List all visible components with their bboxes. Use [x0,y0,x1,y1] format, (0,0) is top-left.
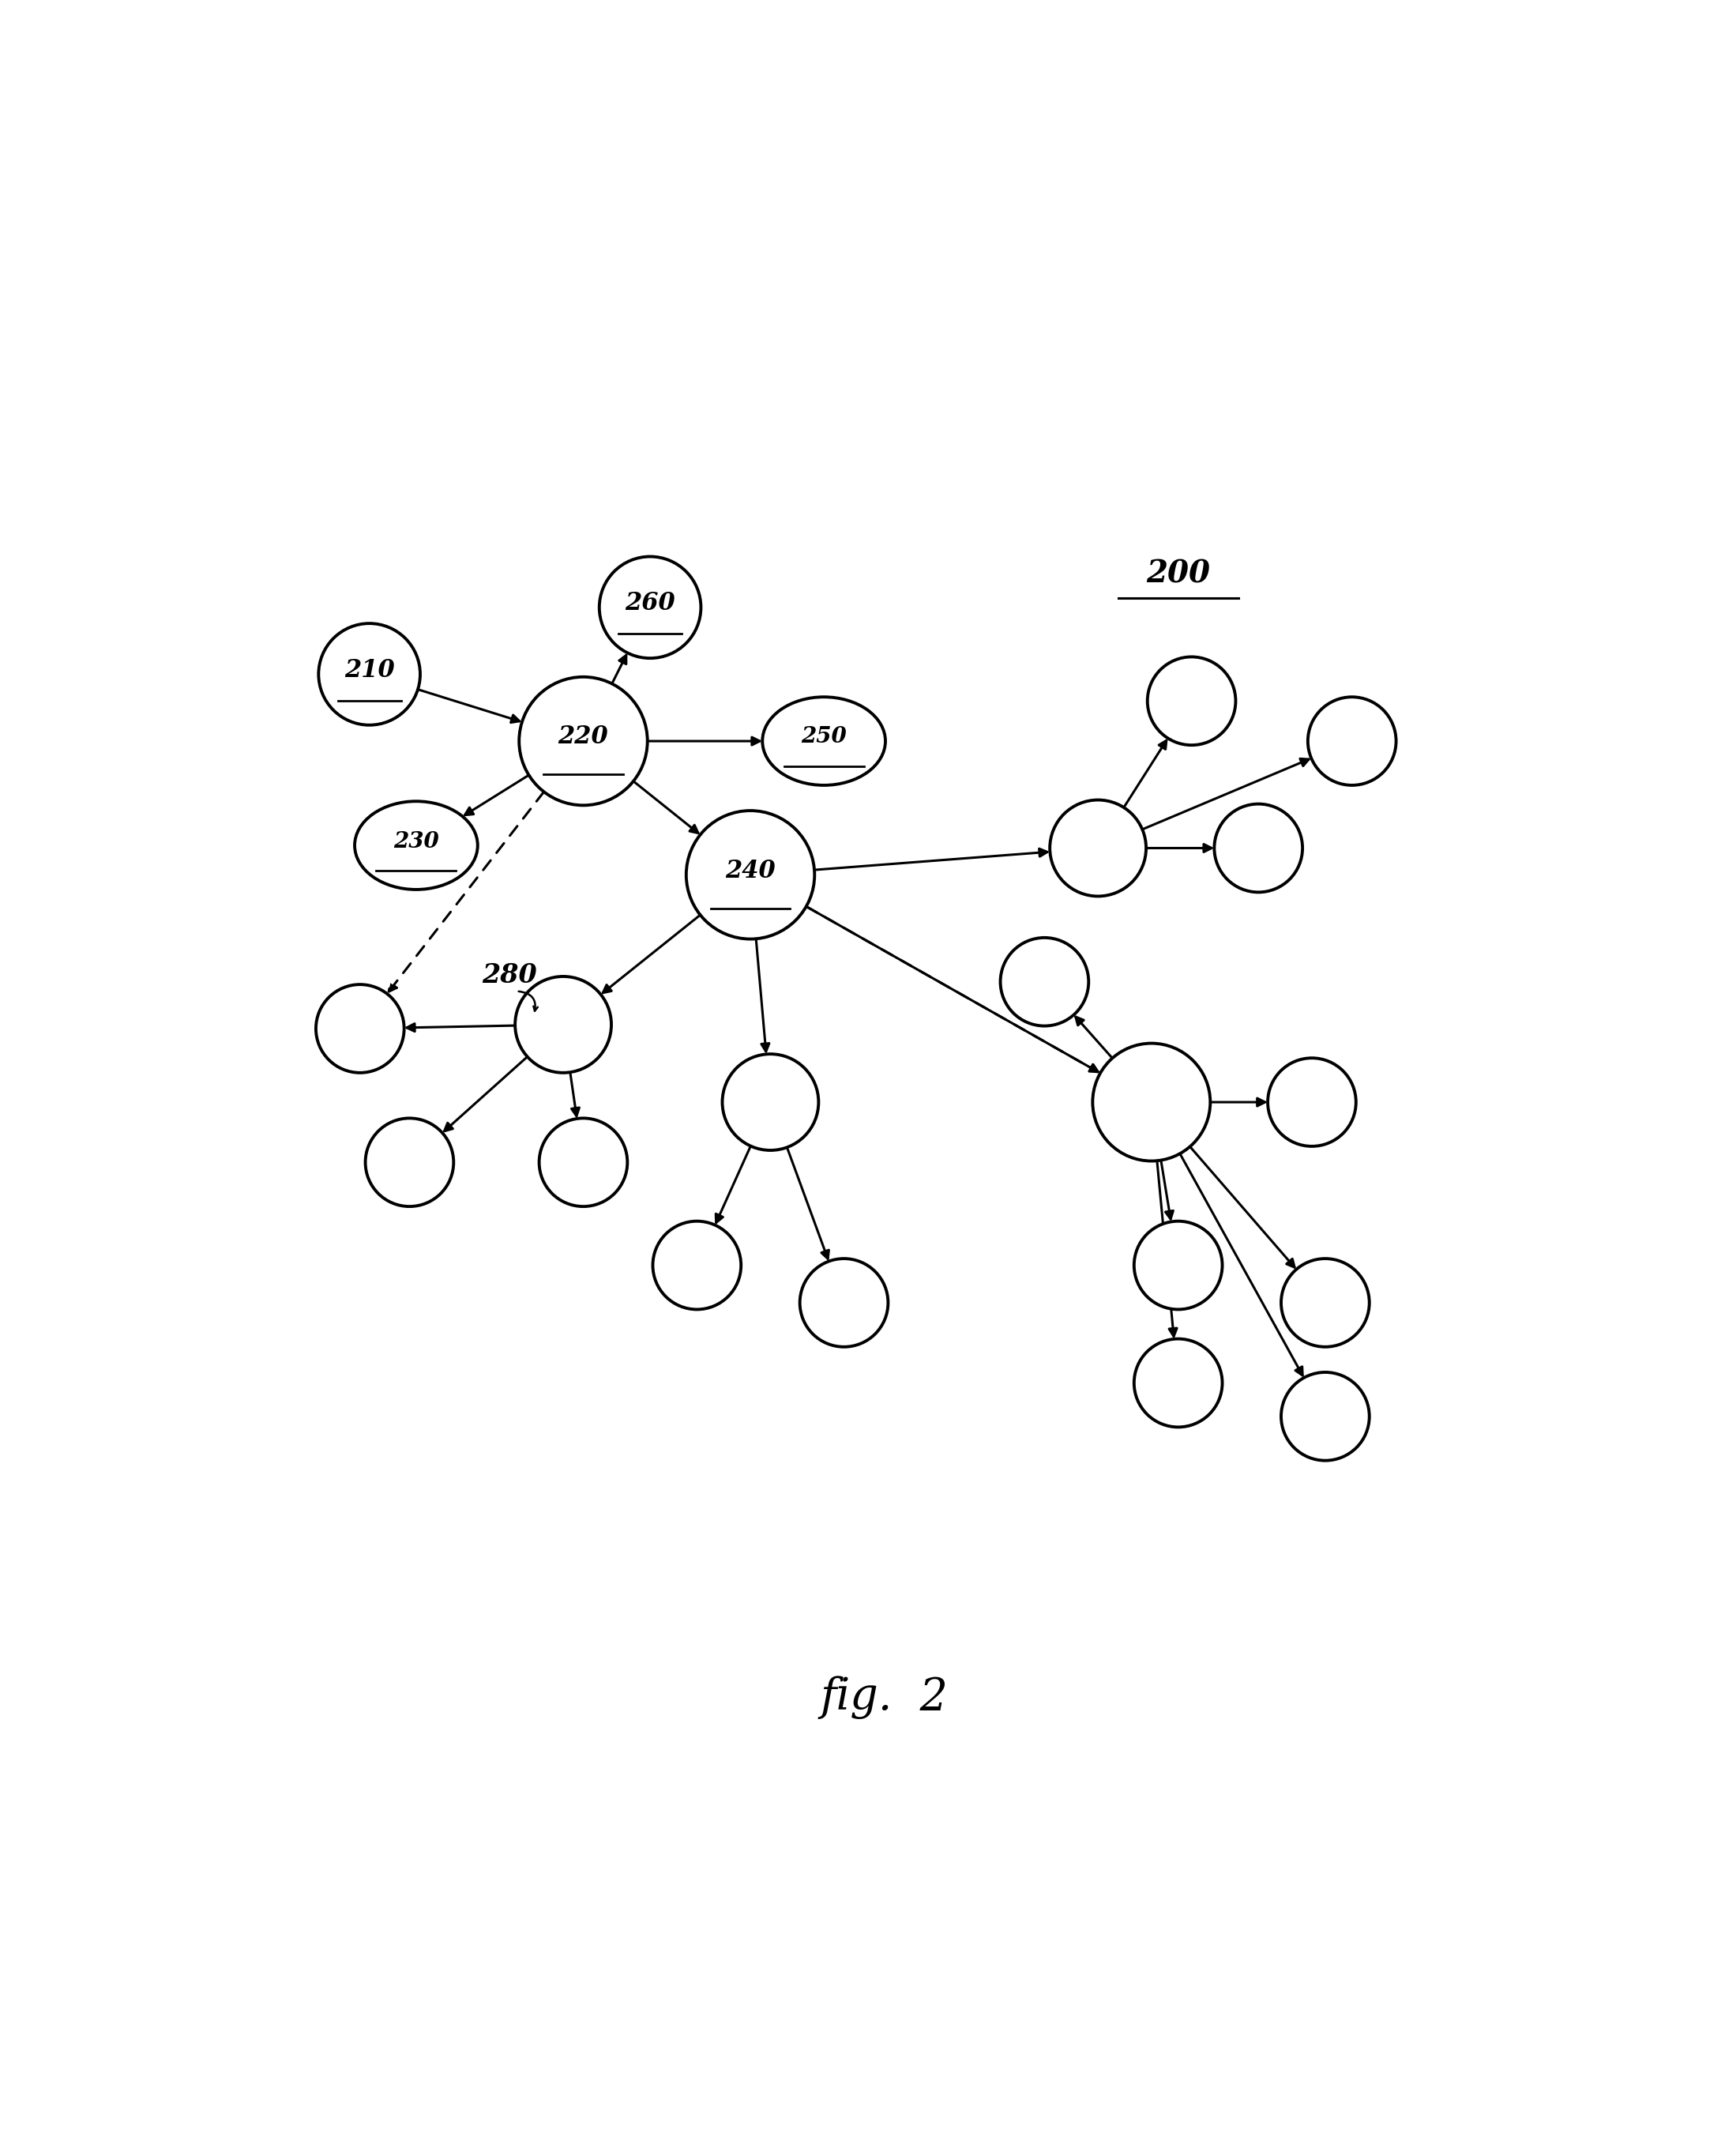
Circle shape [1133,1220,1223,1309]
Circle shape [319,623,421,724]
Circle shape [800,1259,888,1348]
Circle shape [652,1220,742,1309]
Text: 210: 210 [345,658,395,683]
Circle shape [687,811,814,940]
Circle shape [599,556,700,658]
Text: 240: 240 [724,858,776,884]
Circle shape [1133,1339,1223,1427]
Circle shape [1282,1259,1370,1348]
Circle shape [516,977,611,1074]
Circle shape [540,1119,628,1207]
Circle shape [519,677,647,806]
Ellipse shape [355,802,478,890]
Text: 250: 250 [800,727,847,748]
Text: 280: 280 [483,962,536,987]
Circle shape [1051,800,1145,897]
Circle shape [1147,658,1235,746]
Circle shape [1092,1044,1211,1160]
Text: 200: 200 [1145,558,1211,589]
Text: 230: 230 [393,830,438,852]
Circle shape [1268,1059,1356,1147]
Circle shape [1000,938,1088,1026]
Circle shape [1282,1371,1370,1460]
Circle shape [366,1119,454,1207]
Ellipse shape [762,696,885,785]
Circle shape [1214,804,1302,893]
Text: 260: 260 [624,591,674,617]
Circle shape [1308,696,1396,785]
Text: 220: 220 [559,724,609,750]
Circle shape [316,985,404,1074]
Circle shape [723,1054,819,1151]
Text: fig.  2: fig. 2 [819,1675,949,1718]
